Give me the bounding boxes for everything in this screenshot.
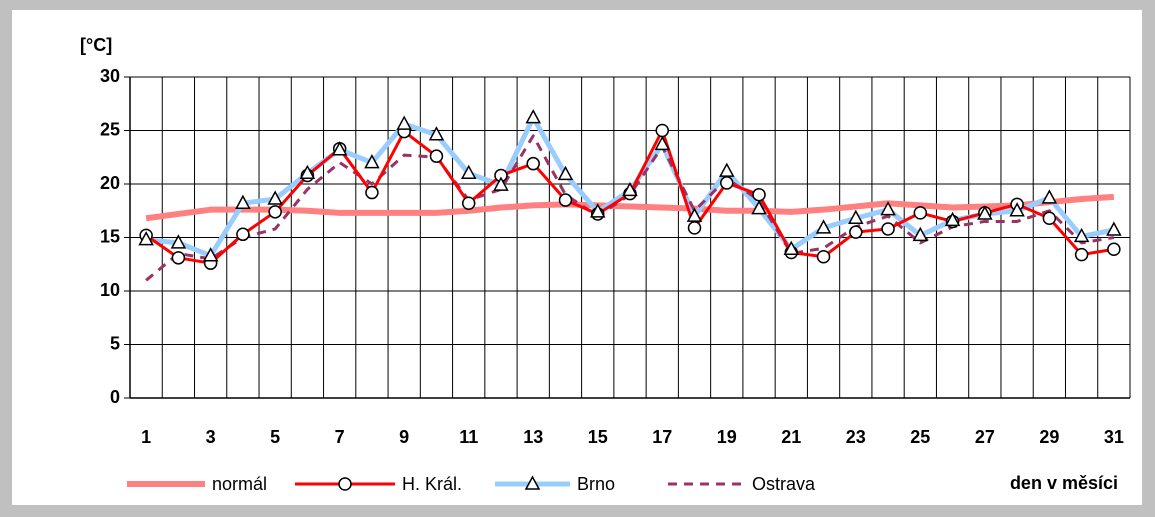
- point-marker: [912, 226, 929, 242]
- point-marker: [944, 211, 961, 227]
- point-marker: [720, 176, 734, 190]
- point-marker: [365, 185, 379, 200]
- point-marker: [1042, 211, 1057, 225]
- legend-label: H. Král.: [402, 474, 462, 494]
- x-tick-label: 5: [270, 427, 280, 447]
- x-tick-label: 21: [781, 427, 801, 447]
- point-marker: [170, 234, 187, 249]
- point-marker: [686, 207, 703, 222]
- legend-label: normál: [212, 474, 267, 494]
- x-tick-label: 15: [588, 427, 608, 447]
- point-marker: [751, 200, 767, 215]
- point-marker: [493, 176, 509, 191]
- point-marker: [1009, 202, 1025, 217]
- x-tick-label: 25: [910, 427, 930, 447]
- point-marker: [1074, 247, 1089, 262]
- point-marker: [1073, 227, 1090, 243]
- legend-marker: [524, 475, 541, 490]
- x-tick-label: 9: [399, 427, 409, 447]
- x-tick-label: 27: [975, 427, 995, 447]
- point-marker: [171, 251, 186, 265]
- point-marker: [977, 205, 993, 220]
- x-tick-label: 31: [1104, 427, 1124, 447]
- point-marker: [236, 227, 250, 242]
- point-marker: [815, 219, 832, 234]
- point-marker: [622, 181, 638, 197]
- point-marker: [913, 206, 928, 220]
- x-tick-label: 7: [335, 427, 345, 447]
- x-tick-label: 19: [717, 427, 737, 447]
- legend-label: Ostrava: [752, 474, 816, 494]
- point-marker: [719, 162, 735, 177]
- point-marker: [849, 225, 863, 239]
- x-tick-label: 23: [846, 427, 866, 447]
- y-tick-label: 30: [100, 66, 120, 86]
- point-marker: [267, 190, 283, 205]
- series-line: [145, 193, 1115, 222]
- point-marker: [1107, 242, 1121, 257]
- point-marker: [235, 194, 251, 210]
- point-marker: [138, 231, 154, 246]
- y-axis-label: [°C]: [80, 35, 112, 55]
- point-marker: [783, 240, 800, 256]
- point-marker: [429, 149, 444, 163]
- point-marker: [687, 221, 702, 235]
- x-tick-label: 3: [206, 427, 216, 447]
- point-marker: [880, 201, 896, 216]
- point-marker: [526, 156, 540, 171]
- x-tick-label: 13: [523, 427, 543, 447]
- point-marker: [364, 154, 380, 169]
- point-marker: [1041, 189, 1058, 204]
- y-tick-label: 15: [100, 226, 120, 246]
- point-marker: [202, 247, 219, 262]
- point-marker: [525, 109, 541, 124]
- y-tick-label: 25: [100, 119, 120, 139]
- point-marker: [881, 222, 895, 236]
- x-tick-label: 1: [141, 427, 151, 447]
- point-marker: [1106, 221, 1122, 236]
- y-tick-label: 10: [100, 280, 120, 300]
- legend-label: Brno: [577, 474, 615, 494]
- y-tick-label: 5: [110, 333, 120, 353]
- point-marker: [331, 141, 348, 156]
- point-marker: [396, 115, 412, 130]
- point-marker: [557, 165, 574, 181]
- x-tick-label: 29: [1039, 427, 1059, 447]
- point-marker: [461, 196, 476, 211]
- point-marker: [589, 203, 606, 218]
- point-marker: [428, 126, 445, 141]
- y-tick-label: 20: [100, 173, 120, 193]
- point-marker: [752, 187, 766, 202]
- point-marker: [655, 123, 670, 138]
- x-tick-label: 11: [459, 427, 478, 447]
- x-axis-label: den v měsíci: [1010, 473, 1118, 493]
- point-marker: [654, 135, 671, 151]
- point-marker: [816, 250, 831, 264]
- y-tick-label: 0: [110, 387, 120, 407]
- point-marker: [460, 164, 477, 180]
- point-marker: [848, 209, 864, 224]
- legend-marker: [338, 477, 352, 491]
- point-marker: [558, 193, 573, 207]
- point-marker: [268, 205, 282, 219]
- x-tick-label: 17: [652, 427, 672, 447]
- point-marker: [299, 164, 316, 180]
